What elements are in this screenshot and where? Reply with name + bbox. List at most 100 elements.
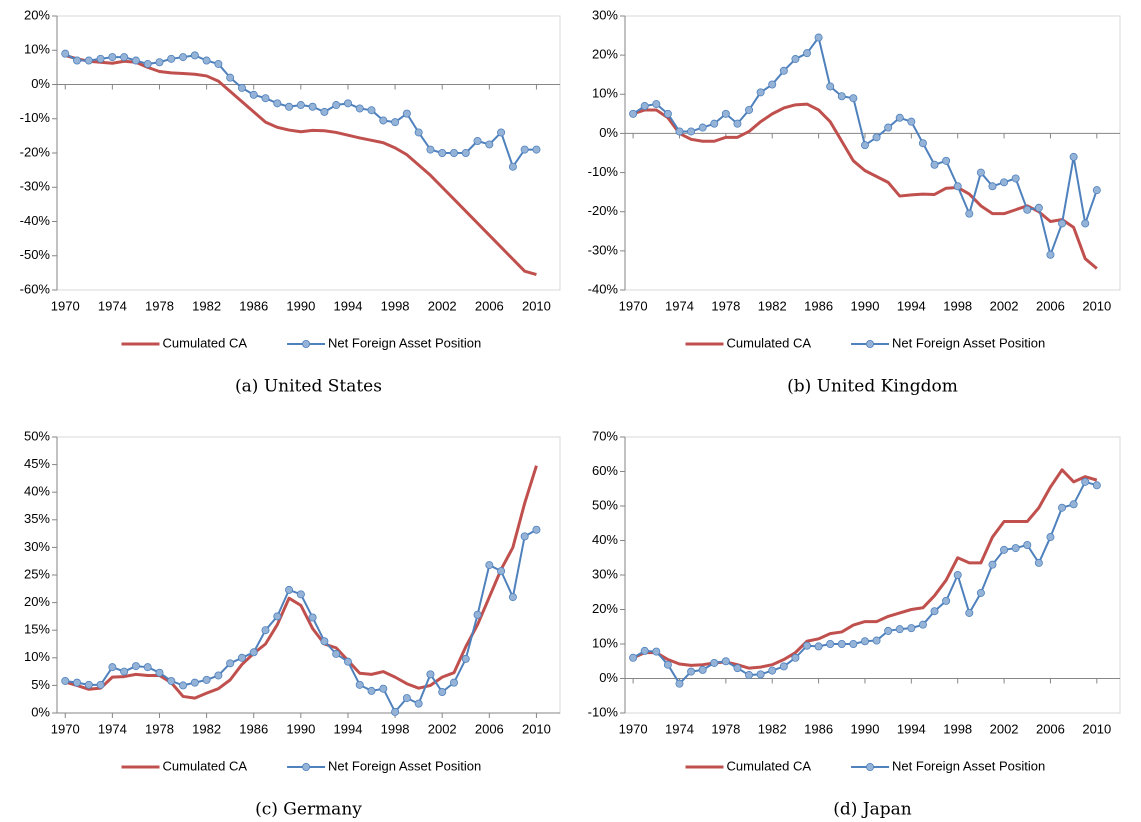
marker	[520, 145, 529, 154]
series-line	[64, 53, 537, 277]
marker	[214, 59, 223, 68]
plot-frame	[56, 436, 561, 714]
marker	[237, 653, 246, 662]
y-tick-label: 30%	[24, 539, 50, 554]
marker	[449, 148, 458, 157]
marker	[826, 640, 835, 649]
marker	[791, 55, 800, 64]
x-tick-label: 1998	[943, 721, 972, 736]
legend-label: Net Foreign Asset Position	[328, 758, 481, 773]
x-tick-label: 1990	[286, 721, 315, 736]
marker	[652, 647, 661, 656]
marker	[108, 53, 117, 62]
x-tick-label: 1978	[711, 298, 740, 313]
series-line	[65, 528, 537, 713]
x-tick-label: 2006	[475, 721, 504, 736]
marker	[756, 88, 765, 97]
caption: (d) Japan	[833, 800, 912, 820]
legend-marker	[866, 763, 875, 772]
marker	[965, 209, 974, 218]
legend-label: Net Foreign Asset Position	[328, 335, 481, 350]
y-tick-label: 20%	[24, 594, 50, 609]
marker	[285, 102, 294, 111]
legend-marker	[302, 339, 311, 348]
marker	[837, 92, 846, 101]
x-tick-label: 1982	[758, 298, 787, 313]
marker	[414, 128, 423, 137]
marker	[1069, 152, 1078, 161]
y-tick-label: 20%	[592, 601, 618, 616]
marker	[461, 654, 470, 663]
marker	[907, 624, 916, 633]
y-tick-label: 20%	[592, 47, 618, 62]
marker	[779, 66, 788, 75]
plot-frame	[624, 15, 1121, 291]
marker	[942, 596, 951, 605]
x-tick-label: 1998	[381, 298, 410, 313]
y-tick-label: -40%	[20, 213, 51, 228]
marker	[988, 560, 997, 569]
y-tick-label: 10%	[592, 635, 618, 650]
y-tick-label: 50%	[24, 428, 50, 443]
marker	[872, 636, 881, 645]
y-tick-label: 30%	[592, 7, 618, 22]
marker	[640, 646, 649, 655]
x-tick-label: 2006	[1036, 298, 1065, 313]
y-tick-label: -10%	[588, 704, 619, 719]
y-tick-label: 5%	[31, 677, 50, 692]
x-tick-label: 1970	[51, 298, 80, 313]
marker	[629, 109, 638, 118]
y-tick-label: -50%	[20, 247, 51, 262]
marker	[849, 94, 858, 103]
marker	[698, 123, 707, 132]
plot-frame	[56, 15, 561, 291]
marker	[485, 561, 494, 570]
x-tick-label: 1986	[804, 721, 833, 736]
marker	[285, 585, 294, 594]
marker	[687, 667, 696, 676]
y-tick-label: 0%	[31, 704, 50, 719]
marker	[1058, 219, 1067, 228]
legend-label: Cumulated CA	[163, 335, 248, 350]
x-tick-label: 1982	[192, 721, 221, 736]
y-tick-label: 20%	[24, 7, 50, 22]
x-tick-label: 2002	[428, 721, 457, 736]
marker	[663, 660, 672, 669]
y-tick-label: -20%	[588, 203, 619, 218]
x-tick-label: 1994	[334, 298, 363, 313]
y-tick-label: 40%	[24, 484, 50, 499]
marker	[202, 675, 211, 684]
x-tick-label: 1970	[619, 298, 648, 313]
y-tick-label: -20%	[20, 144, 51, 159]
y-tick-label: 0%	[599, 670, 618, 685]
marker	[803, 49, 812, 58]
marker	[61, 676, 70, 685]
marker	[131, 662, 140, 671]
marker	[261, 94, 270, 103]
x-tick-label: 1990	[286, 298, 315, 313]
marker	[930, 607, 939, 616]
marker	[1046, 533, 1055, 542]
marker	[745, 105, 754, 114]
marker	[1081, 477, 1090, 486]
y-tick-label: -40%	[588, 281, 619, 296]
marker	[1023, 205, 1032, 214]
marker	[814, 642, 823, 651]
marker	[497, 128, 506, 137]
marker	[355, 104, 364, 113]
marker	[214, 671, 223, 680]
marker	[1058, 503, 1067, 512]
legend-label: Cumulated CA	[727, 335, 812, 350]
marker	[965, 608, 974, 617]
x-tick-label: 1974	[98, 721, 127, 736]
y-tick-label: 45%	[24, 456, 50, 471]
legend-marker	[866, 339, 875, 348]
x-tick-label: 1994	[334, 721, 363, 736]
marker	[1011, 174, 1020, 183]
y-tick-label: 40%	[592, 532, 618, 547]
x-tick-label: 2002	[990, 721, 1019, 736]
marker	[1034, 203, 1043, 212]
marker	[860, 637, 869, 646]
marker	[884, 123, 893, 132]
marker	[308, 102, 317, 111]
